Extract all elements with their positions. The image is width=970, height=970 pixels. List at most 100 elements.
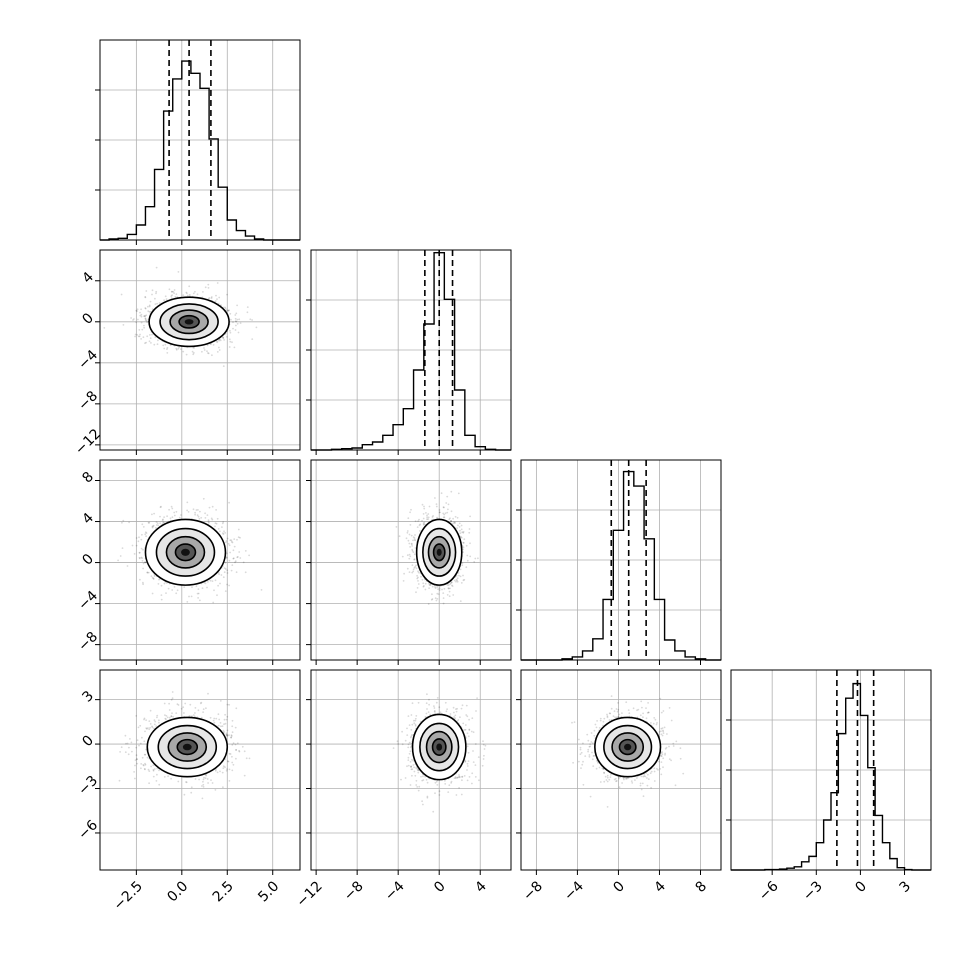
scatter-point <box>225 540 228 542</box>
scatter-point <box>143 753 146 756</box>
scatter-point <box>163 582 166 585</box>
scatter-point <box>177 704 180 706</box>
panel-plot-area <box>100 670 300 870</box>
panel-frame <box>99 39 301 241</box>
scatter-point <box>450 519 452 522</box>
scatter-point <box>146 571 149 574</box>
scatter-point <box>134 333 137 336</box>
scatter-point <box>231 755 233 758</box>
x-tick-label: −6 <box>756 878 782 904</box>
scatter-point <box>402 580 405 582</box>
scatter-point <box>135 537 138 539</box>
scatter-point <box>222 336 225 339</box>
scatter-point <box>192 714 195 716</box>
scatter-point <box>150 342 152 344</box>
y-tick-label: 4 <box>79 510 97 528</box>
scatter-point <box>222 576 225 579</box>
scatter-point <box>232 557 235 560</box>
scatter-point <box>139 333 141 336</box>
scatter-point <box>413 539 416 541</box>
scatter-point <box>204 582 207 585</box>
scatter-point <box>417 583 420 585</box>
scatter-point <box>442 506 445 509</box>
scatter-point <box>217 584 220 587</box>
scatter-point <box>226 734 229 737</box>
scatter-point <box>459 568 462 571</box>
scatter-point <box>442 597 445 599</box>
scatter-point <box>228 752 231 755</box>
scatter-point <box>133 553 136 555</box>
scatter-point <box>147 521 150 524</box>
scatter-point <box>170 297 173 299</box>
scatter-point <box>228 559 231 562</box>
scatter-point <box>206 586 208 589</box>
scatter-point <box>409 546 411 548</box>
scatter-point <box>459 536 462 538</box>
scatter-point <box>235 749 238 751</box>
scatter-point <box>137 540 140 543</box>
density-contour <box>169 309 209 335</box>
scatter-point <box>469 515 471 518</box>
scatter-point <box>455 580 457 583</box>
scatter-point <box>451 584 453 587</box>
scatter-point <box>231 761 234 764</box>
scatter-point <box>160 594 163 596</box>
scatter-point <box>168 288 171 291</box>
scatter-point <box>166 352 169 354</box>
scatter-point <box>156 302 159 305</box>
scatter-point <box>182 350 185 353</box>
scatter-point <box>260 589 263 591</box>
scatter-point <box>143 326 146 329</box>
scatter-point <box>143 315 145 318</box>
scatter-point <box>235 324 237 327</box>
scatter-point <box>140 321 143 324</box>
scatter-point <box>171 507 174 510</box>
scatter-point <box>228 346 231 348</box>
scatter-point <box>443 516 446 519</box>
scatter-point <box>223 567 226 569</box>
scatter-point <box>434 587 437 589</box>
density-contour <box>422 527 457 577</box>
density-contour <box>144 518 227 586</box>
scatter-point <box>169 517 172 520</box>
scatter-point <box>419 530 421 532</box>
scatter-point <box>196 592 199 595</box>
scatter-point <box>427 513 430 515</box>
scatter-point <box>435 505 438 508</box>
scatter-point <box>443 513 446 516</box>
scatter-point <box>144 317 147 320</box>
scatter-point <box>438 511 441 514</box>
scatter-point <box>183 793 186 796</box>
scatter-point <box>153 723 156 726</box>
scatter-point <box>202 291 204 293</box>
scatter-point <box>145 290 148 292</box>
scatter-point <box>233 346 236 349</box>
scatter-point <box>227 542 230 545</box>
scatter-point <box>222 337 225 339</box>
scatter-point <box>144 307 147 310</box>
scatter-point <box>145 314 148 317</box>
scatter-point <box>218 349 221 351</box>
scatter-point <box>436 586 439 588</box>
scatter-point <box>128 521 131 524</box>
scatter-point <box>409 511 411 514</box>
scatter-point <box>157 524 160 527</box>
scatter-point <box>412 536 415 538</box>
scatter-point <box>216 351 219 353</box>
scatter-point <box>220 574 223 576</box>
scatter-point <box>461 562 464 564</box>
scatter-point <box>413 558 416 560</box>
scatter-point <box>428 582 430 585</box>
scatter-point <box>229 331 232 334</box>
scatter-point <box>202 497 205 500</box>
scatter-point <box>147 571 150 574</box>
scatter-point <box>139 311 141 314</box>
scatter-point <box>195 585 198 588</box>
scatter-point <box>171 290 174 293</box>
scatter-point <box>452 522 454 525</box>
scatter-point <box>230 318 232 321</box>
scatter-point <box>136 334 139 336</box>
scatter-point <box>153 727 155 730</box>
density-contour <box>155 527 216 577</box>
scatter-point <box>166 515 169 518</box>
